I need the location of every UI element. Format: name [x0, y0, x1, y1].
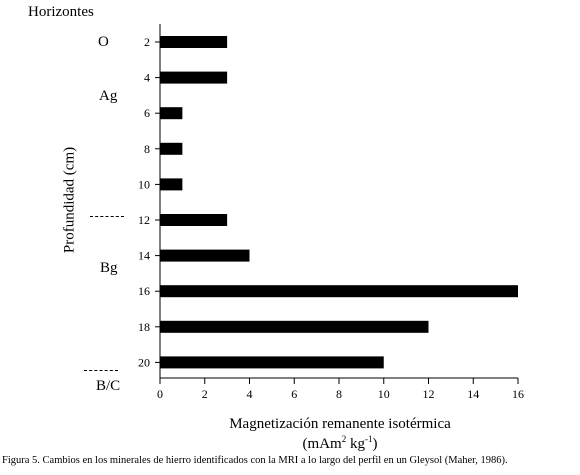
y-tick-label: 8: [144, 142, 150, 156]
bar-depth-6: [160, 107, 183, 120]
y-tick-label: 16: [138, 284, 150, 298]
bar-depth-18: [160, 320, 429, 333]
bar-depth-2: [160, 36, 228, 48]
y-tick-label: 10: [138, 177, 150, 191]
x-tick-label: 14: [467, 387, 479, 401]
y-tick-label: 18: [138, 320, 150, 334]
bar-depth-20: [160, 356, 384, 369]
x-axis-units: (mAm2 kg-1): [302, 434, 378, 452]
x-axis-label: Magnetización remanente isotérmica: [229, 416, 451, 432]
horizon-label-o: O: [98, 34, 109, 50]
x-tick-label: 8: [336, 387, 342, 401]
x-tick-label: 6: [291, 387, 297, 401]
horizons-title: Horizontes: [28, 4, 94, 20]
horizon-boundary-bg-bc: [84, 370, 118, 371]
y-tick-label: 4: [144, 71, 150, 85]
bar-depth-12: [160, 214, 228, 226]
bar-depth-4: [160, 71, 228, 84]
x-tick-label: 0: [157, 387, 163, 401]
bar-depth-16: [160, 285, 518, 298]
x-tick-label: 2: [202, 387, 208, 401]
y-tick-label: 2: [144, 35, 150, 49]
y-tick-label: 6: [144, 106, 150, 120]
horizon-label-ag: Ag: [99, 88, 118, 104]
figure-caption: Figura 5. Cambios en los minerales de hi…: [2, 455, 508, 466]
x-tick-label: 10: [378, 387, 390, 401]
x-tick-label: 4: [247, 387, 253, 401]
bar-depth-10: [160, 178, 183, 191]
horizon-boundary-ag-bg: [90, 216, 124, 217]
x-tick-label: 16: [512, 387, 524, 401]
horizon-label-bc: B/C: [96, 378, 121, 394]
y-tick-label: 20: [138, 355, 150, 369]
horizon-label-bg: Bg: [100, 260, 118, 276]
y-tick-label: 14: [138, 249, 150, 263]
bar-depth-14: [160, 249, 250, 262]
y-tick-label: 12: [138, 213, 150, 227]
bar-depth-8: [160, 142, 183, 155]
y-axis-label: Profundidad (cm): [61, 146, 78, 254]
x-tick-label: 12: [423, 387, 435, 401]
